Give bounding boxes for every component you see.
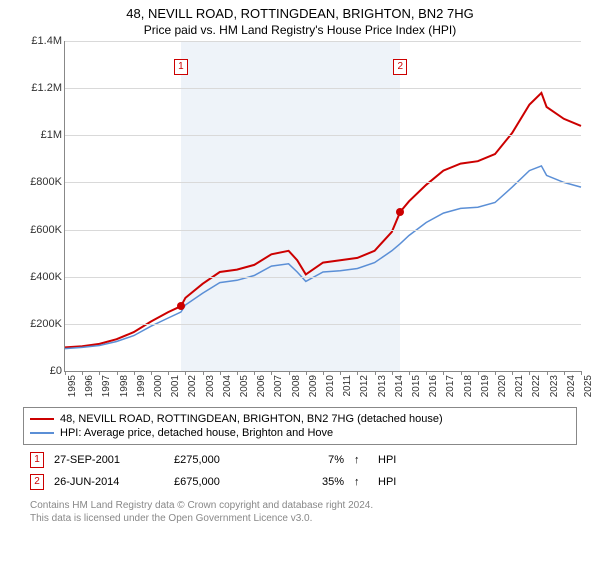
- x-tick-label: 2016: [428, 375, 439, 397]
- transactions-table: 1 27-SEP-2001 £275,000 7% ↑ HPI 2 26-JUN-2014 £6…: [30, 449, 570, 493]
- up-arrow-icon: ↑: [354, 454, 368, 466]
- x-tick-label: 1999: [136, 375, 147, 397]
- x-tick-label: 2002: [187, 375, 198, 397]
- y-tick-label: £600K: [30, 224, 62, 236]
- x-tick-label: 2004: [222, 375, 233, 397]
- y-tick-label: £200K: [30, 318, 62, 330]
- x-tick-label: 2014: [394, 375, 405, 397]
- x-tick-label: 2012: [359, 375, 370, 397]
- series-line-blue: [65, 166, 581, 349]
- line-svg: [65, 41, 581, 371]
- x-tick-label: 1998: [119, 375, 130, 397]
- gridline-h: [65, 88, 581, 89]
- transaction-row: 2 26-JUN-2014 £675,000 35% ↑ HPI: [30, 471, 570, 493]
- series-line-red: [65, 93, 581, 348]
- x-tick-label: 2011: [342, 375, 353, 397]
- gridline-h: [65, 41, 581, 42]
- x-tick-label: 2023: [549, 375, 560, 397]
- y-tick-label: £800K: [30, 176, 62, 188]
- x-tick-label: 1997: [101, 375, 112, 397]
- transaction-date: 26-JUN-2014: [54, 476, 164, 488]
- legend-label: HPI: Average price, detached house, Brig…: [60, 427, 333, 439]
- transaction-pct: 35%: [284, 476, 344, 488]
- x-tick: [581, 371, 582, 375]
- page-title: 48, NEVILL ROAD, ROTTINGDEAN, BRIGHTON, …: [0, 6, 600, 21]
- chart-area: £0£200K£400K£600K£800K£1M£1.2M£1.4M 12 1…: [20, 41, 580, 401]
- page-subtitle: Price paid vs. HM Land Registry's House …: [0, 23, 600, 37]
- x-tick-label: 2008: [291, 375, 302, 397]
- legend-label: 48, NEVILL ROAD, ROTTINGDEAN, BRIGHTON, …: [60, 413, 443, 425]
- transaction-date: 27-SEP-2001: [54, 454, 164, 466]
- x-tick-label: 2019: [480, 375, 491, 397]
- gridline-h: [65, 277, 581, 278]
- x-tick-label: 2020: [497, 375, 508, 397]
- y-tick-label: £0: [50, 365, 62, 377]
- transaction-marker-dot: [177, 302, 185, 310]
- x-tick-label: 2000: [153, 375, 164, 397]
- x-tick-label: 2022: [531, 375, 542, 397]
- chart-container: 48, NEVILL ROAD, ROTTINGDEAN, BRIGHTON, …: [0, 6, 600, 525]
- transaction-hpi-label: HPI: [378, 454, 418, 466]
- footer: Contains HM Land Registry data © Crown c…: [30, 499, 570, 525]
- gridline-h: [65, 230, 581, 231]
- y-tick-label: £1.4M: [31, 35, 62, 47]
- x-tick-label: 2009: [308, 375, 319, 397]
- x-tick-label: 2024: [566, 375, 577, 397]
- x-tick-label: 1996: [84, 375, 95, 397]
- y-tick-label: £400K: [30, 271, 62, 283]
- footer-line-1: Contains HM Land Registry data © Crown c…: [30, 499, 570, 512]
- y-tick-label: £1.2M: [31, 82, 62, 94]
- transaction-index: 2: [30, 474, 44, 490]
- gridline-h: [65, 324, 581, 325]
- up-arrow-icon: ↑: [354, 476, 368, 488]
- x-tick-label: 2025: [583, 375, 594, 397]
- transaction-marker-box: 1: [174, 59, 188, 75]
- x-tick-label: 2006: [256, 375, 267, 397]
- x-tick-label: 2015: [411, 375, 422, 397]
- y-axis-labels: £0£200K£400K£600K£800K£1M£1.2M£1.4M: [20, 41, 64, 371]
- y-tick-label: £1M: [41, 129, 62, 141]
- legend-swatch: [30, 418, 54, 420]
- gridline-h: [65, 182, 581, 183]
- transaction-pct: 7%: [284, 454, 344, 466]
- plot-area: 12: [64, 41, 581, 372]
- x-tick-label: 2010: [325, 375, 336, 397]
- x-tick-label: 2013: [377, 375, 388, 397]
- x-tick-label: 2005: [239, 375, 250, 397]
- x-tick-label: 2001: [170, 375, 181, 397]
- gridline-h: [65, 135, 581, 136]
- x-tick-label: 1995: [67, 375, 78, 397]
- footer-line-2: This data is licensed under the Open Gov…: [30, 512, 570, 525]
- legend-item: HPI: Average price, detached house, Brig…: [30, 426, 570, 440]
- legend-swatch: [30, 432, 54, 434]
- x-tick-label: 2021: [514, 375, 525, 397]
- x-axis-labels: 1995 1996 1997 1998 1999 2000 2001 2002 2003 2004…: [64, 373, 580, 401]
- legend: 48, NEVILL ROAD, ROTTINGDEAN, BRIGHTON, …: [23, 407, 577, 445]
- x-tick-label: 2007: [273, 375, 284, 397]
- transaction-hpi-label: HPI: [378, 476, 418, 488]
- transaction-price: £675,000: [174, 476, 274, 488]
- transaction-row: 1 27-SEP-2001 £275,000 7% ↑ HPI: [30, 449, 570, 471]
- transaction-marker-box: 2: [393, 59, 407, 75]
- x-tick-label: 2017: [445, 375, 456, 397]
- legend-item: 48, NEVILL ROAD, ROTTINGDEAN, BRIGHTON, …: [30, 412, 570, 426]
- transaction-index: 1: [30, 452, 44, 468]
- x-tick-label: 2018: [463, 375, 474, 397]
- x-tick-label: 2003: [205, 375, 216, 397]
- transaction-marker-dot: [396, 208, 404, 216]
- transaction-price: £275,000: [174, 454, 274, 466]
